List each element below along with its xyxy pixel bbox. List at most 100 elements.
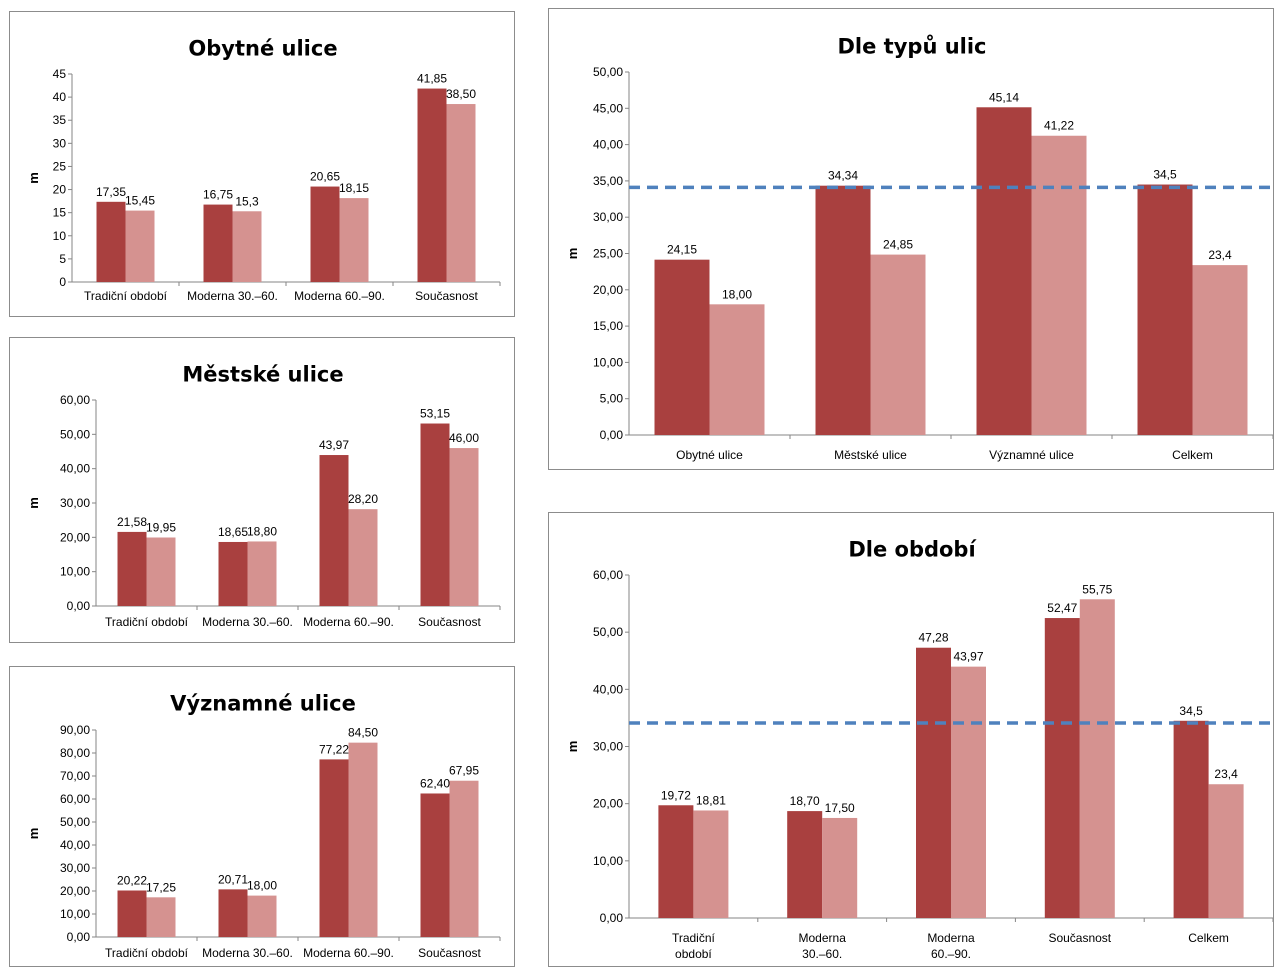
bar-moderna-30-60-series-2 [247, 895, 277, 937]
y-tick-label: 0,00 [600, 428, 624, 442]
y-tick-label: 40,00 [593, 138, 623, 152]
y-tick-label: 45,00 [593, 101, 623, 115]
bar-moderna-60-90-series-2 [348, 509, 378, 606]
bar-moderna-30-60-series-1 [787, 811, 823, 918]
bar-chart-mestske-ulice: Městské ulice m 0,00 10,00 20,00 30,00 40,00 50… [26, 362, 501, 629]
bar-tradicni-obdobi-series-2 [693, 810, 729, 918]
y-tick-label: 20,00 [60, 530, 90, 544]
x-category-label: Moderna 30.–60. [799, 931, 847, 961]
data-label: 20,71 [218, 872, 248, 886]
bar-moderna-60-90-series-2 [951, 666, 986, 918]
bar-moderna-30-60-series-2 [822, 817, 858, 918]
data-label: 67,95 [449, 764, 479, 778]
chart-panel-vyznamne-ulice: Významné ulice m 0,00 10,00 20,00 30,00 40,00 5… [9, 666, 515, 967]
x-category-label: Tradiční období [672, 931, 716, 961]
bar-soucasnost-series-1 [420, 793, 450, 937]
y-tick-label: 10,00 [60, 565, 90, 579]
x-category-label: Významné ulice [989, 448, 1074, 462]
data-label: 17,35 [96, 185, 126, 199]
x-category-label: Moderna 30.–60. [187, 289, 278, 303]
bar-moderna-60-90-series-2 [348, 742, 378, 937]
y-tick-label: 0,00 [67, 599, 91, 613]
data-label: 34,34 [828, 169, 858, 183]
y-tick-label: 40,00 [60, 462, 90, 476]
data-label: 41,22 [1044, 119, 1074, 133]
bar-mestske-ulice-series-1 [815, 185, 871, 435]
bar-soucasnost-series-2 [449, 780, 479, 937]
bar-tradicni-obdobi-series-1 [117, 890, 147, 937]
data-label: 55,75 [1082, 582, 1112, 596]
data-label: 43,97 [953, 650, 983, 664]
y-tick-label: 50,00 [593, 625, 623, 639]
y-tick-label: 15 [53, 206, 67, 220]
bar-tradicni-obdobi-series-2 [125, 210, 155, 282]
bar-soucasnost-series-2 [1079, 599, 1115, 918]
data-label: 43,97 [319, 438, 349, 452]
bar-tradicni-obdobi-series-1 [96, 201, 126, 282]
data-label: 18,00 [722, 287, 752, 301]
data-label: 77,22 [319, 742, 349, 756]
bar-tradicni-obdobi-series-2 [146, 897, 176, 937]
bar-moderna-30-60-series-2 [232, 211, 262, 282]
data-label: 45,14 [989, 90, 1019, 104]
y-tick-label: 20 [53, 183, 67, 197]
data-label: 23,4 [1214, 767, 1238, 781]
y-tick-label: 15,00 [593, 319, 623, 333]
x-category-label: Celkem [1172, 448, 1213, 462]
y-tick-label: 35,00 [593, 174, 623, 188]
bar-moderna-30-60-series-1 [218, 541, 248, 606]
data-label: 15,45 [125, 194, 155, 208]
data-label: 19,72 [661, 788, 691, 802]
bar-chart-dle-typu-ulic: Dle typů ulic m 0,00 5,00 10,00 15,00 20,00 25,… [565, 34, 1273, 462]
data-label: 47,28 [918, 631, 948, 645]
data-label: 18,15 [339, 181, 369, 195]
y-tick-label: 25 [53, 159, 67, 173]
bar-moderna-30-60-series-1 [218, 889, 248, 937]
y-tick-label: 40 [53, 90, 67, 104]
bar-vyznamne-ulice-series-1 [976, 107, 1032, 435]
data-label: 20,65 [310, 170, 340, 184]
data-label: 24,15 [667, 243, 697, 257]
x-category-label: Městské ulice [834, 448, 907, 462]
x-category-label: Tradiční období [105, 946, 189, 960]
data-label: 18,00 [247, 879, 277, 893]
y-tick-label: 70,00 [60, 769, 90, 783]
data-label: 28,20 [348, 492, 378, 506]
y-tick-label: 45 [53, 67, 67, 81]
y-tick-label: 50,00 [593, 65, 623, 79]
data-label: 17,50 [825, 801, 855, 815]
x-category-label: Celkem [1188, 931, 1229, 945]
chart-title: Městské ulice [182, 362, 343, 386]
bar-moderna-60-90-series-1 [310, 186, 340, 282]
data-label: 18,65 [218, 525, 248, 539]
x-category-label: Moderna 60.–90. [927, 931, 975, 961]
y-tick-label: 0,00 [600, 911, 624, 925]
x-category-label: Tradiční období [84, 289, 168, 303]
bar-moderna-30-60-series-1 [203, 204, 233, 282]
x-category-label: Moderna 30.–60. [202, 615, 293, 629]
y-tick-label: 60,00 [60, 393, 90, 407]
y-tick-label: 10,00 [593, 854, 623, 868]
bar-celkem-series-2 [1192, 265, 1248, 435]
y-tick-label: 60,00 [593, 568, 623, 582]
bar-chart-dle-obdobi: Dle období m 0,00 10,00 20,00 30,00 40,00 50,00… [565, 537, 1273, 961]
bar-moderna-60-90-series-1 [916, 647, 951, 918]
y-axis-label: m [26, 172, 41, 184]
x-category-label: Současnost [1048, 931, 1111, 945]
bar-tradicni-obdobi-series-2 [146, 537, 176, 606]
y-tick-label: 10,00 [60, 907, 90, 921]
data-label: 52,47 [1047, 601, 1077, 615]
x-category-label: Současnost [418, 615, 481, 629]
data-label: 16,75 [203, 188, 233, 202]
y-tick-label: 50,00 [60, 427, 90, 441]
x-category-label: Moderna 60.–90. [303, 615, 394, 629]
data-label: 84,50 [348, 726, 378, 740]
chart-panel-mestske-ulice: Městské ulice m 0,00 10,00 20,00 30,00 40,00 50… [9, 337, 515, 643]
y-tick-label: 50,00 [60, 815, 90, 829]
y-tick-label: 20,00 [593, 797, 623, 811]
y-axis-label: m [26, 497, 41, 509]
y-tick-label: 90,00 [60, 723, 90, 737]
bar-vyznamne-ulice-series-2 [1031, 135, 1087, 435]
bar-moderna-60-90-series-1 [319, 759, 349, 937]
y-tick-label: 5 [59, 252, 66, 266]
